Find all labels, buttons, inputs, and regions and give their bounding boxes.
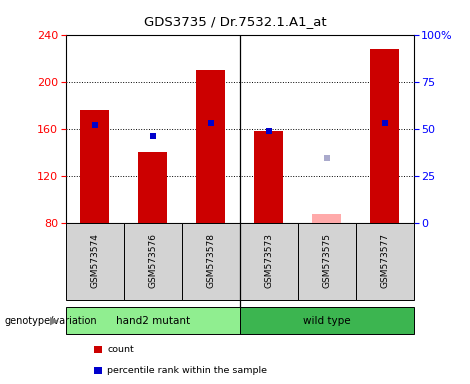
Text: ▶: ▶ xyxy=(50,316,58,326)
Bar xyxy=(370,49,399,223)
Bar xyxy=(298,223,356,300)
Text: GSM573575: GSM573575 xyxy=(322,233,331,288)
Text: wild type: wild type xyxy=(303,316,351,326)
Text: count: count xyxy=(107,345,134,354)
Bar xyxy=(124,223,182,300)
Text: GSM573576: GSM573576 xyxy=(148,233,157,288)
Bar xyxy=(66,307,240,334)
Text: genotype/variation: genotype/variation xyxy=(5,316,97,326)
Text: percentile rank within the sample: percentile rank within the sample xyxy=(107,366,267,375)
Bar xyxy=(196,70,225,223)
Text: GDS3735 / Dr.7532.1.A1_at: GDS3735 / Dr.7532.1.A1_at xyxy=(144,15,326,28)
Text: hand2 mutant: hand2 mutant xyxy=(116,316,190,326)
Bar xyxy=(240,223,298,300)
Bar xyxy=(66,223,124,300)
Text: GSM573577: GSM573577 xyxy=(380,233,389,288)
Text: GSM573574: GSM573574 xyxy=(90,233,99,288)
Bar xyxy=(138,152,167,223)
Bar xyxy=(312,215,341,223)
Text: GSM573578: GSM573578 xyxy=(206,233,215,288)
Text: GSM573573: GSM573573 xyxy=(264,233,273,288)
Bar xyxy=(80,110,110,223)
Bar xyxy=(254,131,283,223)
Bar xyxy=(240,307,414,334)
Bar xyxy=(356,223,414,300)
Bar xyxy=(182,223,240,300)
